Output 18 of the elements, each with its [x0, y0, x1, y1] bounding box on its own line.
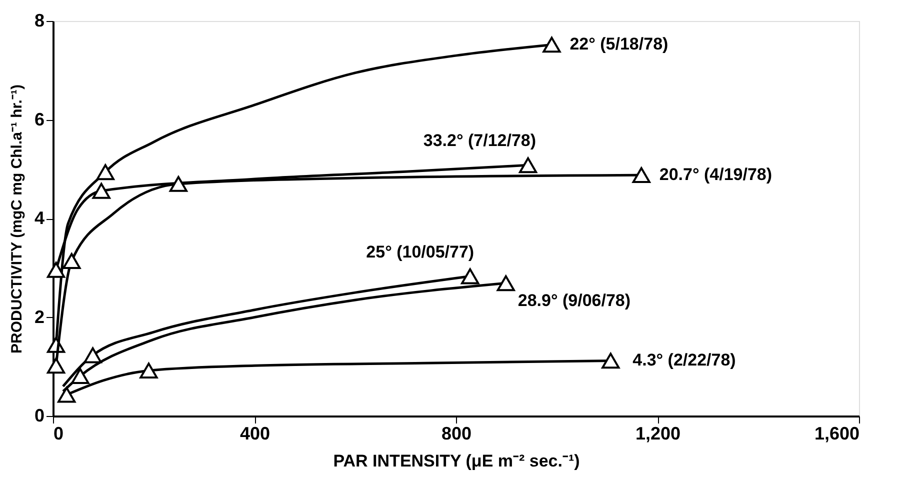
y-tick-label: 8 — [34, 10, 44, 30]
x-tick-label: 800 — [441, 424, 472, 444]
x-tick-label: 1,200 — [635, 424, 681, 444]
x-tick-label: 1,600 — [814, 424, 860, 444]
x-axis-title: PAR INTENSITY (μE m⁻² sec.⁻¹) — [333, 452, 580, 470]
annotation: 25° (10/05/77) — [366, 242, 474, 262]
annotation: 4.3° (2/22/78) — [632, 350, 736, 370]
y-tick-label: 0 — [34, 406, 44, 426]
y-tick-label: 2 — [34, 306, 44, 327]
x-tick-label: 0 — [54, 424, 64, 444]
annotation: 28.9° (9/06/78) — [518, 291, 631, 310]
annotation: 22° (5/18/78) — [570, 34, 668, 54]
x-tick-label: 400 — [240, 424, 270, 444]
y-tick-label: 6 — [34, 109, 44, 130]
annotation: 20.7° (4/19/78) — [659, 165, 772, 184]
y-axis-title: PRODUCTIVITY (mgC mg Chl.a⁻¹ hr.⁻¹) — [8, 84, 26, 354]
y-tick-label: 4 — [34, 208, 44, 228]
annotation: 33.2° (7/12/78) — [423, 131, 536, 150]
